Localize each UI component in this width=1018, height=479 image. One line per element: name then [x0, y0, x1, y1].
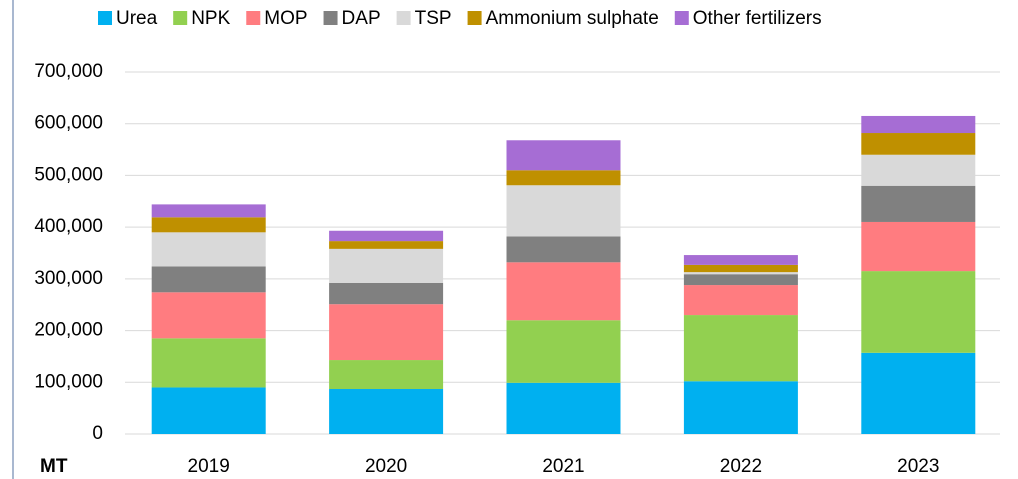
- bar-segment: [683, 315, 798, 382]
- y-tick-label: 700,000: [34, 61, 103, 82]
- bar-segment: [683, 264, 798, 273]
- x-tick-label: 2022: [720, 456, 762, 477]
- legend-label: MOP: [264, 8, 307, 29]
- x-tick-label: 2023: [897, 456, 939, 477]
- bar-segment: [861, 133, 976, 155]
- bar-segment: [861, 185, 976, 222]
- legend-label: DAP: [342, 8, 381, 29]
- bar-segment: [151, 232, 266, 267]
- legend-swatch: [246, 11, 261, 25]
- y-unit-label: MT: [40, 456, 68, 477]
- y-tick-label: 200,000: [34, 320, 103, 341]
- legend-label: NPK: [191, 8, 230, 29]
- bar-segment: [861, 154, 976, 186]
- bar-segment: [861, 115, 976, 134]
- x-tick-label: 2019: [188, 456, 230, 477]
- bar-segment: [506, 382, 621, 434]
- bar-segment: [329, 241, 444, 249]
- bar-segment: [151, 387, 266, 434]
- legend-swatch: [674, 11, 689, 25]
- bar-segment: [683, 274, 798, 286]
- x-tick-label: 2020: [365, 456, 407, 477]
- bar-segment: [506, 236, 621, 263]
- bar-segment: [151, 217, 266, 233]
- bar-segment: [329, 282, 444, 305]
- bar-segment: [506, 320, 621, 383]
- bar-segment: [151, 338, 266, 388]
- bar-segment: [506, 170, 621, 186]
- bar-segment: [683, 255, 798, 265]
- bar-segment: [151, 266, 266, 293]
- bar-segment: [329, 304, 444, 361]
- bar-segment: [329, 360, 444, 390]
- bar-segment: [506, 140, 621, 171]
- bar-segment: [683, 272, 798, 275]
- bar-segment: [861, 221, 976, 272]
- bar-segment: [151, 204, 266, 218]
- bar-segment: [683, 381, 798, 434]
- legend-label: TSP: [415, 8, 452, 29]
- legend-label: Urea: [116, 8, 158, 29]
- bar-segment: [506, 262, 621, 321]
- bar-segment: [683, 285, 798, 316]
- bar-segment: [329, 248, 444, 283]
- y-tick-label: 300,000: [34, 268, 103, 289]
- legend-swatch: [323, 11, 338, 25]
- bar-segment: [861, 271, 976, 353]
- bar-segment: [329, 230, 444, 242]
- bar-segment: [329, 389, 444, 434]
- y-tick-label: 0: [92, 423, 103, 444]
- legend-label: Other fertilizers: [693, 8, 822, 29]
- legend-swatch: [173, 11, 188, 25]
- bar-segment: [506, 185, 621, 237]
- y-tick-label: 500,000: [34, 164, 103, 185]
- x-tick-label: 2021: [542, 456, 584, 477]
- bar-segment: [151, 292, 266, 339]
- legend-swatch: [467, 11, 482, 25]
- y-tick-label: 400,000: [34, 216, 103, 237]
- legend-label: Ammonium sulphate: [486, 8, 659, 29]
- legend-swatch: [396, 11, 411, 25]
- legend-swatch: [98, 11, 112, 25]
- y-tick-label: 600,000: [34, 113, 103, 134]
- bar-segment: [861, 352, 976, 434]
- y-tick-label: 100,000: [34, 371, 103, 392]
